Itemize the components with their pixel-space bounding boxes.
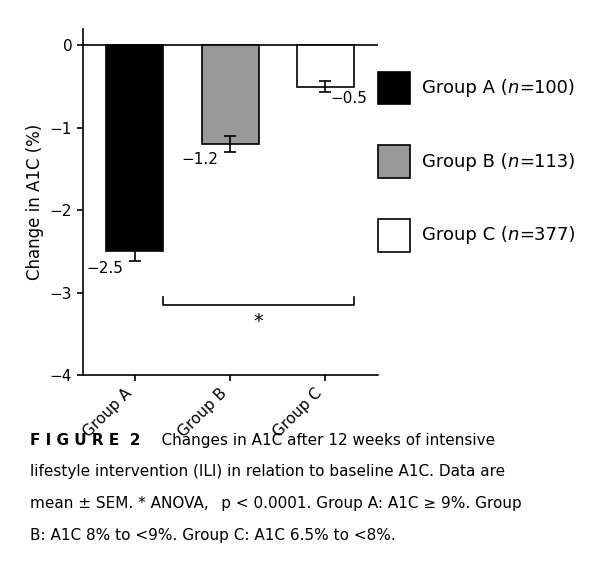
- Text: n: n: [507, 152, 519, 171]
- Text: mean ± SEM. * ANOVA,  p < 0.0001. Group A: A1C ≥ 9%. Group: mean ± SEM. * ANOVA, p < 0.0001. Group A…: [30, 496, 521, 511]
- Bar: [106, 46, 163, 252]
- Bar: [378, 145, 409, 178]
- Text: n: n: [507, 78, 519, 97]
- Text: −2.5: −2.5: [86, 261, 123, 276]
- Text: =377): =377): [519, 226, 575, 245]
- Text: =113): =113): [519, 152, 575, 171]
- Text: −0.5: −0.5: [330, 92, 367, 107]
- Bar: [202, 46, 258, 144]
- Text: lifestyle intervention (ILI) in relation to baseline A1C. Data are: lifestyle intervention (ILI) in relation…: [30, 464, 504, 479]
- Bar: [297, 46, 354, 87]
- Text: F I G U R E  2: F I G U R E 2: [30, 433, 140, 448]
- Text: =100): =100): [519, 78, 575, 97]
- Y-axis label: Change in A1C (%): Change in A1C (%): [26, 124, 44, 280]
- Text: −1.2: −1.2: [181, 152, 218, 167]
- Text: Changes in A1C after 12 weeks of intensive: Changes in A1C after 12 weeks of intensi…: [142, 433, 495, 448]
- Text: Group A (: Group A (: [422, 78, 507, 97]
- Bar: [378, 72, 409, 104]
- Text: n: n: [507, 226, 519, 245]
- Text: Group B (: Group B (: [422, 152, 507, 171]
- Text: B: A1C 8% to <9%. Group C: A1C 6.5% to <8%.: B: A1C 8% to <9%. Group C: A1C 6.5% to <…: [30, 528, 395, 543]
- Bar: [378, 219, 409, 252]
- Text: Group C (: Group C (: [422, 226, 507, 245]
- Text: *: *: [254, 312, 264, 331]
